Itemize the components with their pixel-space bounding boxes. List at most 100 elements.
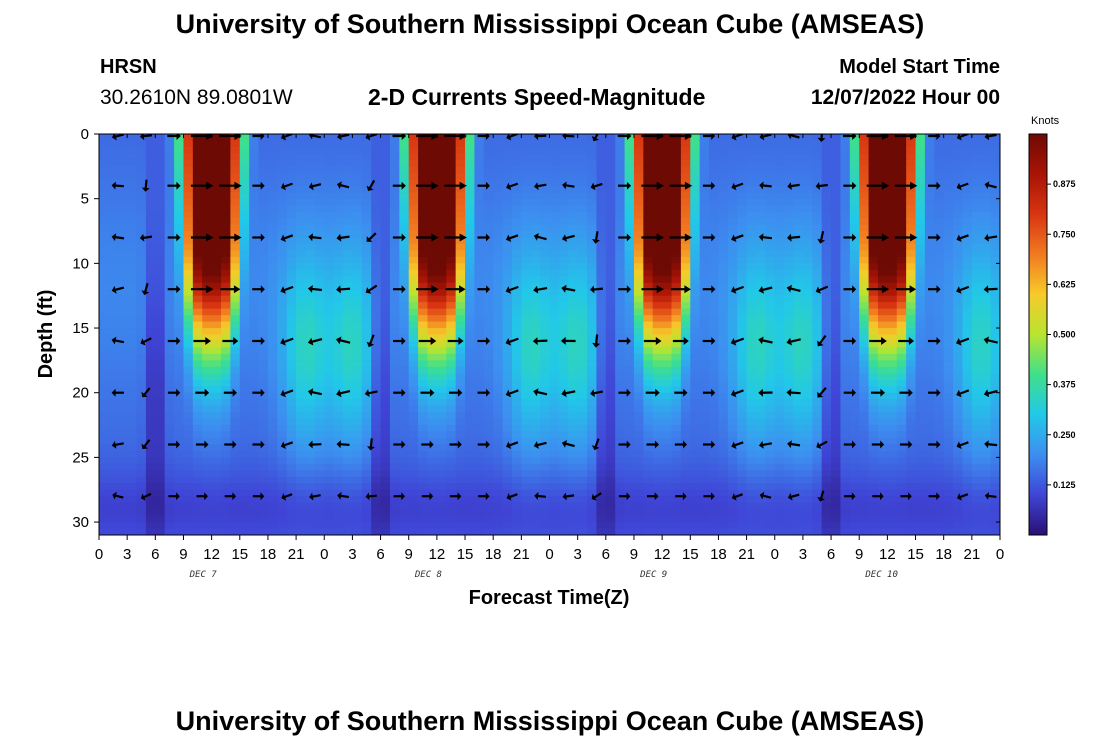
heatmap-cell <box>99 179 109 187</box>
heatmap-cell <box>831 437 842 446</box>
heatmap-cell <box>577 295 588 303</box>
heatmap-cell <box>399 243 410 252</box>
heatmap-cell <box>802 373 813 381</box>
heatmap-cell <box>774 218 785 226</box>
heatmap-cell <box>840 315 851 323</box>
heatmap-cell <box>249 263 260 271</box>
heatmap-cell <box>99 269 109 277</box>
heatmap-cell <box>577 496 588 504</box>
heatmap-cell <box>840 231 851 239</box>
heatmap-cell <box>155 522 166 530</box>
heatmap-cell <box>418 489 429 497</box>
heatmap-cell <box>615 431 626 439</box>
heatmap-cell <box>643 515 654 523</box>
heatmap-cell <box>587 218 598 226</box>
heatmap-cell <box>361 489 372 497</box>
heatmap-cell <box>389 412 400 420</box>
heatmap-cell <box>812 134 823 142</box>
heatmap-cell <box>483 282 494 290</box>
heatmap-cell <box>211 431 222 439</box>
heatmap-cell <box>727 218 738 226</box>
heatmap-cell <box>483 373 494 381</box>
heatmap-cell <box>577 308 588 316</box>
heatmap-cell <box>230 528 241 535</box>
heatmap-cell <box>465 489 476 497</box>
heatmap-cell <box>371 489 382 497</box>
heatmap-cell <box>765 250 776 258</box>
heatmap-cell <box>117 237 128 245</box>
heatmap-cell <box>258 457 269 465</box>
chart-svg: 0 3 6 9 12 15 18 21 0 3 6 9 12 15 18 21 0 3 6 9 12 15 18 21 0 3 6 9… <box>35 115 1076 609</box>
heatmap-cell <box>709 379 720 387</box>
heatmap-cell <box>793 146 804 155</box>
heatmap-cell <box>633 431 644 439</box>
heatmap-cell <box>502 289 513 297</box>
heatmap-cell <box>840 334 851 342</box>
heatmap-cell <box>746 425 757 433</box>
heatmap-cell <box>755 308 766 316</box>
heatmap-cell <box>408 496 419 504</box>
heatmap-cell <box>418 528 429 535</box>
heatmap-cell <box>605 302 616 310</box>
heatmap-cell <box>802 224 813 232</box>
heatmap-cell <box>558 146 569 155</box>
heatmap-cell <box>615 192 626 200</box>
heatmap-cell <box>502 489 513 497</box>
heatmap-cell <box>727 444 738 452</box>
heatmap-cell <box>643 437 654 446</box>
heatmap-cell <box>755 437 766 446</box>
heatmap-cell <box>549 392 560 400</box>
heatmap-cell <box>436 444 447 452</box>
heatmap-cell <box>615 412 626 420</box>
heatmap-cell <box>699 218 710 226</box>
heatmap-cell <box>615 334 626 342</box>
heatmap-cell <box>221 289 231 297</box>
heatmap-cell <box>258 334 269 342</box>
heatmap-cell <box>521 463 532 471</box>
heatmap-cell <box>361 224 372 232</box>
heatmap-cell <box>380 522 391 530</box>
heatmap-cell <box>511 399 522 407</box>
heatmap-cell <box>145 496 156 504</box>
heatmap-cell <box>258 340 269 349</box>
heatmap-cell <box>155 289 166 297</box>
heatmap-cell <box>502 159 513 167</box>
heatmap-cell <box>605 205 616 213</box>
heatmap-cell <box>249 340 260 349</box>
heatmap-cell <box>465 140 476 148</box>
heatmap-cell <box>427 295 438 303</box>
heatmap-cell <box>587 470 598 478</box>
heatmap-cell <box>174 405 185 413</box>
heatmap-cell <box>465 522 476 530</box>
heatmap-cell <box>324 159 335 167</box>
heatmap-cell <box>521 250 532 258</box>
heatmap-cell <box>314 405 325 413</box>
heatmap-cell <box>408 263 419 271</box>
heatmap-cell <box>333 166 344 174</box>
heatmap-cell <box>239 392 250 400</box>
heatmap-cell <box>343 457 354 465</box>
heatmap-cell <box>145 522 156 530</box>
heatmap-cell <box>99 353 109 361</box>
heatmap-cell <box>474 340 485 349</box>
heatmap-cell <box>296 392 307 400</box>
heatmap-cell <box>718 412 729 420</box>
heatmap-cell <box>324 373 335 381</box>
heatmap-cell <box>540 425 551 433</box>
heatmap-cell <box>136 353 147 361</box>
heatmap-cell <box>662 269 673 277</box>
heatmap-cell <box>108 399 119 407</box>
heatmap-cell <box>502 392 513 400</box>
heatmap-cell <box>784 483 795 491</box>
heatmap-cell <box>737 483 748 491</box>
heatmap-cell <box>587 153 598 161</box>
heatmap-cell <box>108 231 119 239</box>
heatmap-cell <box>549 295 560 303</box>
heatmap-cell <box>671 308 682 316</box>
heatmap-cell <box>521 412 532 420</box>
heatmap-cell <box>361 179 372 187</box>
heatmap-cell <box>652 509 663 517</box>
heatmap-cell <box>765 308 776 316</box>
heatmap-cell <box>333 502 344 510</box>
heatmap-cell <box>699 256 710 264</box>
